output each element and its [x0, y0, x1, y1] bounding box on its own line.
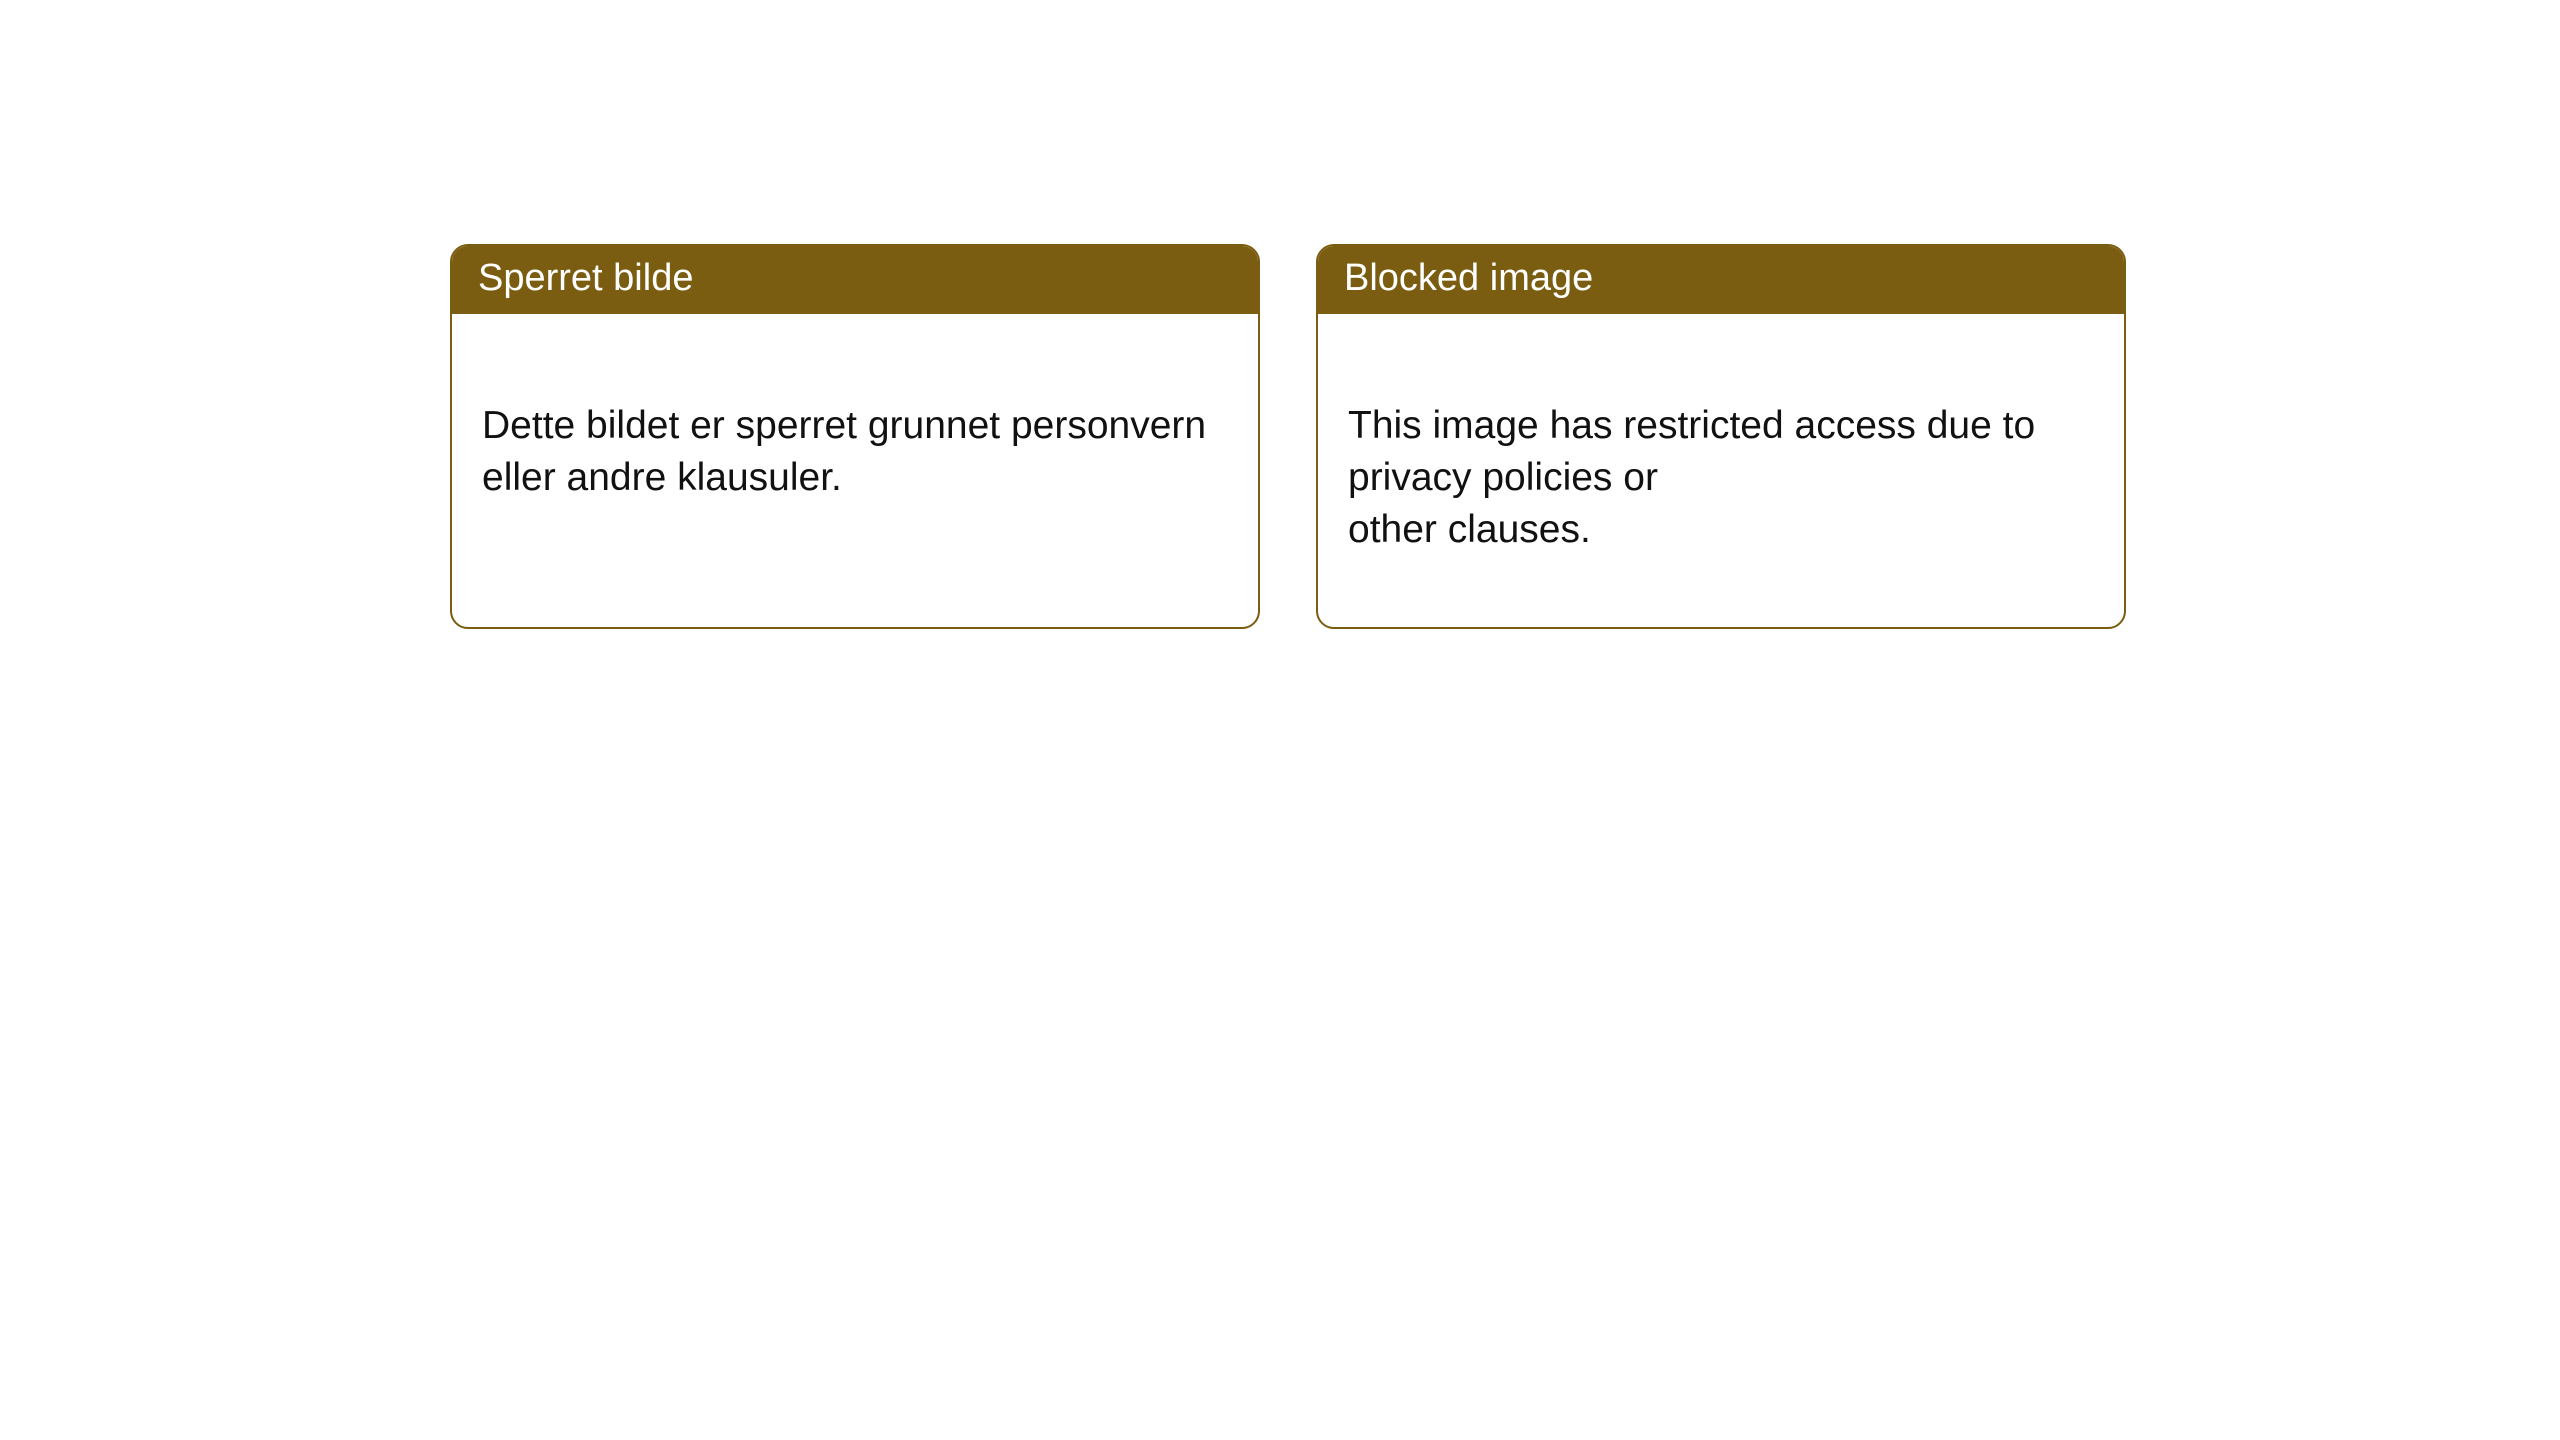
card-header: Blocked image	[1318, 246, 2124, 314]
card-title: Sperret bilde	[478, 257, 693, 299]
notice-card-norwegian: Sperret bilde Dette bildet er sperret gr…	[450, 244, 1260, 629]
card-body: This image has restricted access due to …	[1318, 314, 2124, 627]
card-body-text: This image has restricted access due to …	[1348, 404, 2035, 552]
card-body-text: Dette bildet er sperret grunnet personve…	[482, 404, 1206, 499]
card-body: Dette bildet er sperret grunnet personve…	[452, 314, 1258, 575]
card-title: Blocked image	[1344, 257, 1593, 299]
notice-card-english: Blocked image This image has restricted …	[1316, 244, 2126, 629]
card-header: Sperret bilde	[452, 246, 1258, 314]
notice-container: Sperret bilde Dette bildet er sperret gr…	[0, 0, 2560, 629]
